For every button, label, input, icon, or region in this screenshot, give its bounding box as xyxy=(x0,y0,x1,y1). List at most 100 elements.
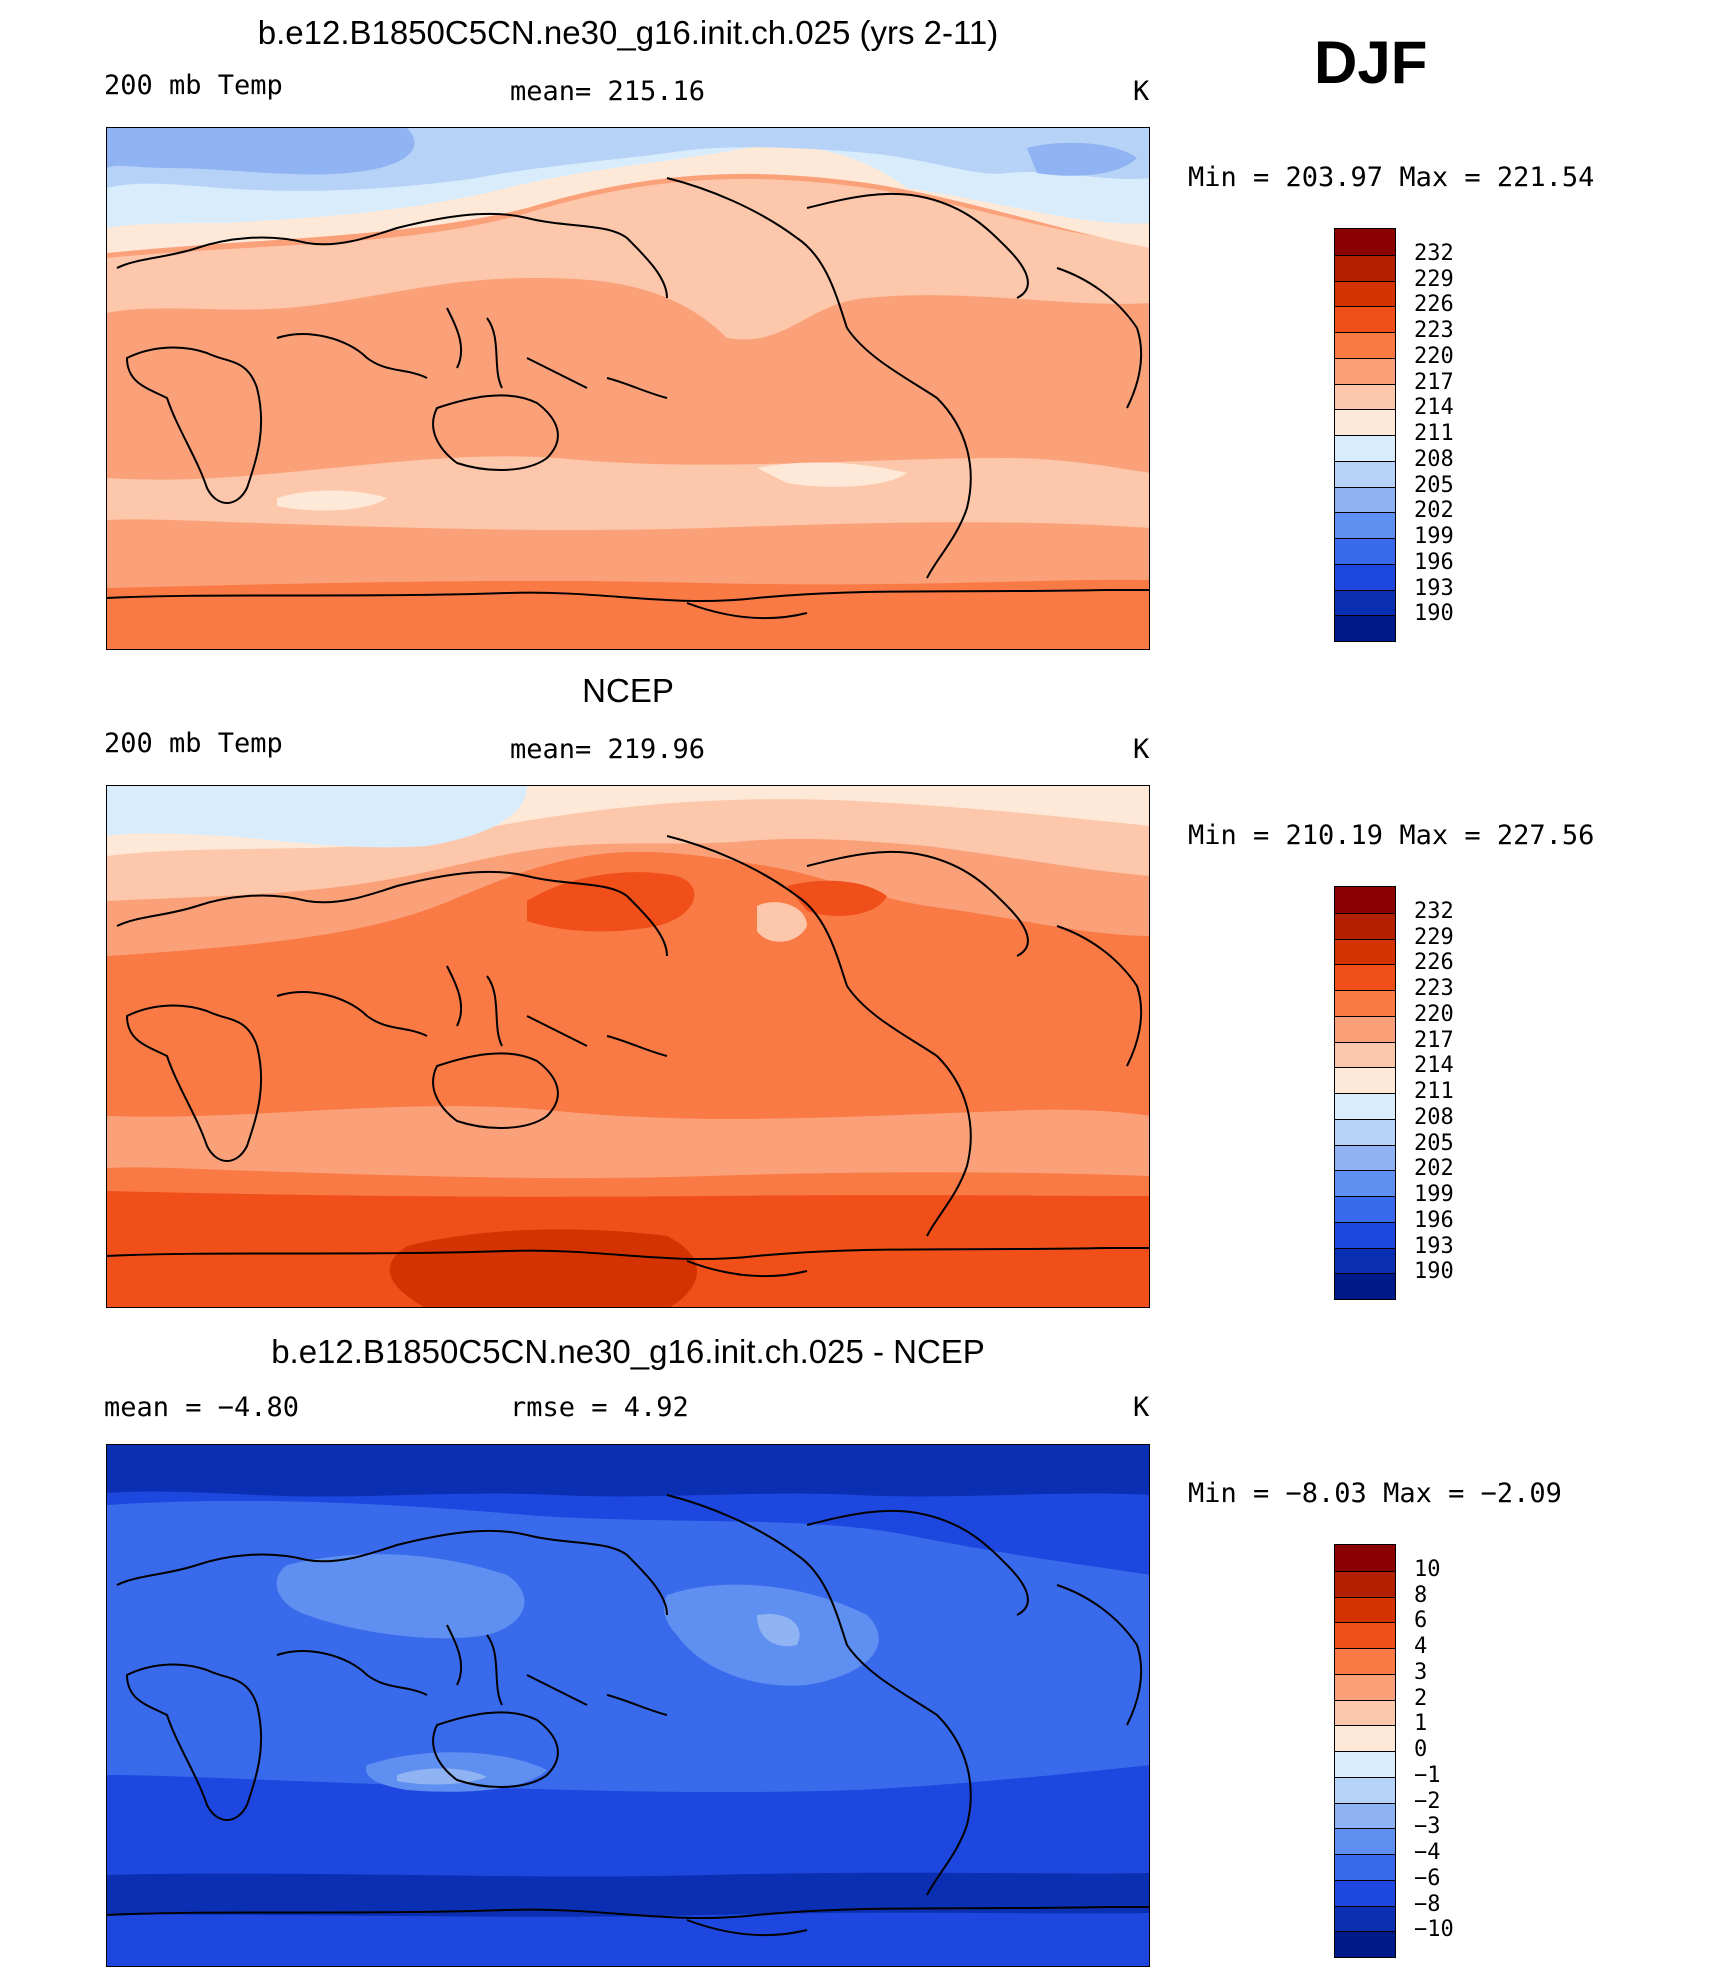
colorbar-tick-label: 6 xyxy=(1414,1608,1428,1634)
colorbar-tick-label: 220 xyxy=(1414,343,1454,369)
colorbar-tick-label: 226 xyxy=(1414,950,1454,976)
colorbar-swatch xyxy=(1335,1622,1395,1648)
panel-3-rmse-label: rmse = 4.92 xyxy=(510,1392,689,1423)
colorbar-tick-label: −4 xyxy=(1414,1840,1441,1865)
colorbar-tick-label: 220 xyxy=(1414,1001,1454,1027)
colorbar-swatch xyxy=(1335,1093,1395,1119)
colorbar-swatch xyxy=(1335,1170,1395,1196)
colorbar-tick-label: 202 xyxy=(1414,498,1454,524)
colorbar-tick-label: 1 xyxy=(1414,1711,1428,1737)
colorbar-swatch xyxy=(1335,912,1395,939)
colorbar-swatch xyxy=(1335,615,1395,641)
panel-1-units-label: K xyxy=(1133,76,1150,107)
panel-2-minmax: Min = 210.19 Max = 227.56 xyxy=(1188,820,1595,851)
colorbar-swatch xyxy=(1335,1776,1395,1803)
colorbar-tick-label: 226 xyxy=(1414,292,1454,318)
colorbar-tick-label: −2 xyxy=(1414,1788,1441,1814)
panel-1-minmax: Min = 203.97 Max = 221.54 xyxy=(1188,162,1595,193)
colorbar-swatch xyxy=(1335,1247,1395,1274)
colorbar-swatch xyxy=(1335,1699,1395,1726)
colorbar-swatch xyxy=(1335,1015,1395,1042)
colorbar-tick-label: 3 xyxy=(1414,1659,1428,1685)
colorbar-tick-label: 223 xyxy=(1414,976,1454,1001)
colorbar-swatch xyxy=(1335,938,1395,965)
colorbar-swatch xyxy=(1335,1545,1395,1571)
colorbar-swatch xyxy=(1335,538,1395,564)
colorbar-tick-label: 193 xyxy=(1414,575,1454,601)
colorbar-swatch xyxy=(1335,357,1395,384)
panel-3-map xyxy=(106,1444,1150,1967)
panel-3-units-label: K xyxy=(1133,1392,1150,1423)
colorbar-tick-label: −1 xyxy=(1414,1762,1441,1788)
panel-1-mean-label: mean= 215.16 xyxy=(510,76,706,107)
colorbar-tick-label: 199 xyxy=(1414,524,1454,549)
colorbar-swatch xyxy=(1335,486,1395,513)
colorbar-swatch xyxy=(1335,1144,1395,1171)
colorbar-swatch xyxy=(1335,589,1395,616)
colorbar-tick-label: 202 xyxy=(1414,1156,1454,1182)
colorbar-swatch xyxy=(1335,990,1395,1016)
colorbar-swatch xyxy=(1335,563,1395,590)
colorbar-tick-label: 196 xyxy=(1414,549,1454,575)
panel-1-map xyxy=(106,127,1150,650)
colorbar-swatch xyxy=(1335,1673,1395,1700)
colorbar-tick-label: 214 xyxy=(1414,1053,1454,1079)
panel-2-colorbar-labels: 232 229 226 223 220 217 214 211 208 205 202 199 196 1… xyxy=(1414,886,1534,1300)
panel-3-contour-field xyxy=(107,1445,1149,1966)
colorbar-tick-label: 193 xyxy=(1414,1233,1454,1259)
panel-2-variable-label: 200 mb Temp xyxy=(104,728,283,759)
colorbar-tick-label: 190 xyxy=(1414,601,1454,627)
colorbar-swatch xyxy=(1335,964,1395,990)
colorbar-swatch xyxy=(1335,1854,1395,1880)
colorbar-tick-label: 217 xyxy=(1414,369,1454,395)
colorbar-swatch xyxy=(1335,1221,1395,1248)
colorbar-swatch xyxy=(1335,1041,1395,1068)
colorbar-swatch xyxy=(1335,306,1395,332)
panel-1-colorbar xyxy=(1334,228,1396,642)
colorbar-swatch xyxy=(1335,460,1395,487)
colorbar-tick-label: −8 xyxy=(1414,1891,1441,1917)
colorbar-swatch xyxy=(1335,280,1395,307)
colorbar-swatch xyxy=(1335,1751,1395,1777)
colorbar-swatch xyxy=(1335,254,1395,281)
colorbar-swatch xyxy=(1335,1905,1395,1932)
colorbar-tick-label: 205 xyxy=(1414,1130,1454,1156)
colorbar-tick-label: 205 xyxy=(1414,472,1454,498)
colorbar-swatch xyxy=(1335,1273,1395,1299)
colorbar-tick-label: 223 xyxy=(1414,318,1454,343)
colorbar-swatch xyxy=(1335,332,1395,358)
season-label: DJF xyxy=(1314,29,1428,96)
colorbar-tick-label: 190 xyxy=(1414,1259,1454,1285)
colorbar-tick-label: 4 xyxy=(1414,1634,1428,1659)
colorbar-tick-label: 232 xyxy=(1414,898,1454,924)
colorbar-tick-label: 229 xyxy=(1414,266,1454,292)
colorbar-tick-label: −6 xyxy=(1414,1865,1441,1891)
panel-1-contour-field xyxy=(107,128,1149,649)
panel-3-title: b.e12.B1850C5CN.ne30_g16.init.ch.025 - N… xyxy=(271,1333,985,1370)
panel-2-colorbar xyxy=(1334,886,1396,1300)
panel-3-minmax: Min = −8.03 Max = −2.09 xyxy=(1188,1478,1562,1509)
colorbar-swatch xyxy=(1335,512,1395,538)
panel-2-contour-field xyxy=(107,786,1149,1307)
colorbar-tick-label: −3 xyxy=(1414,1814,1441,1840)
colorbar-swatch xyxy=(1335,887,1395,913)
colorbar-swatch xyxy=(1335,229,1395,255)
panel-3-colorbar xyxy=(1334,1544,1396,1958)
panel-2-title: NCEP xyxy=(582,672,674,709)
panel-2-map xyxy=(106,785,1150,1308)
colorbar-swatch xyxy=(1335,1931,1395,1957)
colorbar-swatch xyxy=(1335,1802,1395,1829)
colorbar-swatch xyxy=(1335,1596,1395,1623)
colorbar-swatch xyxy=(1335,1648,1395,1674)
colorbar-swatch xyxy=(1335,1879,1395,1906)
colorbar-swatch xyxy=(1335,1828,1395,1854)
colorbar-tick-label: 0 xyxy=(1414,1737,1428,1762)
colorbar-tick-label: 208 xyxy=(1414,446,1454,472)
colorbar-tick-label: 199 xyxy=(1414,1182,1454,1207)
colorbar-tick-label: −10 xyxy=(1414,1917,1454,1943)
colorbar-swatch xyxy=(1335,1725,1395,1751)
colorbar-tick-label: 214 xyxy=(1414,395,1454,421)
colorbar-tick-label: 196 xyxy=(1414,1207,1454,1233)
panel-3-mean-label: mean = −4.80 xyxy=(104,1392,300,1423)
panel-2-mean-label: mean= 219.96 xyxy=(510,734,706,765)
